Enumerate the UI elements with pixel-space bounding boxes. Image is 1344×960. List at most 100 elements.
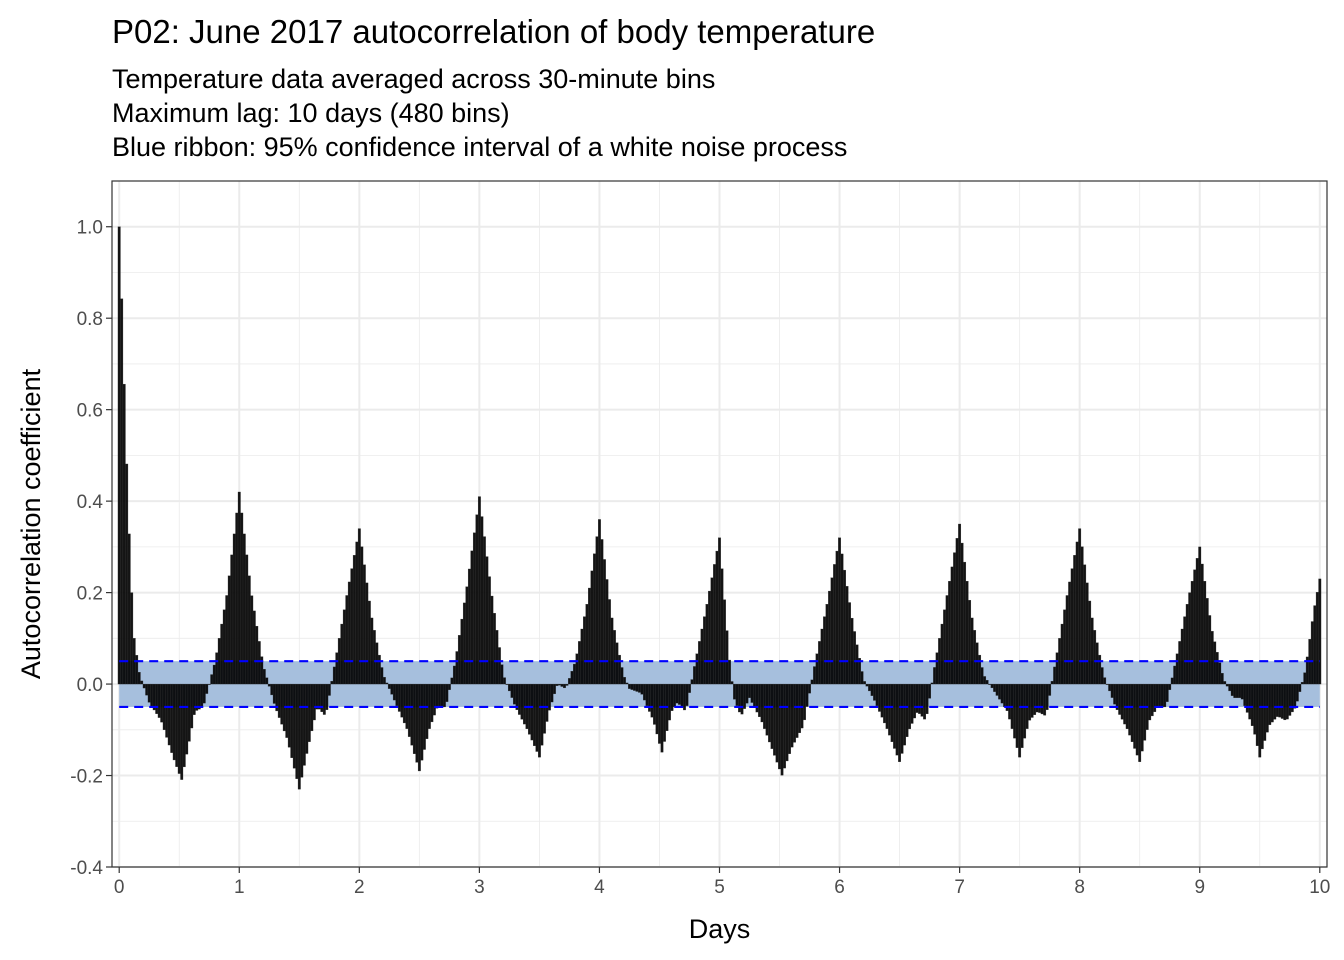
acf-bar <box>327 683 331 696</box>
acf-bar <box>1148 683 1152 721</box>
y-tick-label: -0.2 <box>70 767 103 788</box>
acf-bar <box>210 674 214 685</box>
acf-bar <box>1103 677 1107 685</box>
acf-bar <box>415 683 419 763</box>
acf-bar <box>903 683 906 746</box>
acf-bar <box>387 683 391 689</box>
acf-bar <box>900 683 904 754</box>
acf-bar <box>528 683 531 735</box>
acf-bar <box>1088 600 1092 685</box>
acf-bar <box>793 683 796 743</box>
acf-bar <box>1250 683 1254 726</box>
acf-bar <box>222 609 226 685</box>
y-axis: -0.4 -0.2 0.0 0.2 0.4 0.6 0.8 1.0 <box>70 218 112 879</box>
acf-bar <box>1180 628 1184 685</box>
acf-bar <box>695 653 699 685</box>
acf-bar <box>1173 665 1177 685</box>
acf-bar <box>1220 673 1224 685</box>
acf-bar <box>472 532 476 685</box>
acf-bar <box>808 683 811 694</box>
acf-bar <box>435 683 439 709</box>
acf-bar <box>347 581 351 685</box>
acf-bar <box>1228 683 1232 692</box>
acf-bar <box>600 539 604 685</box>
acf-bar <box>855 644 859 685</box>
acf-bar <box>963 561 967 685</box>
x-tick-label: 10 <box>1309 877 1330 898</box>
acf-bar <box>217 638 221 685</box>
y-tick-label: 0.4 <box>77 492 104 513</box>
acf-bar <box>643 683 646 701</box>
acf-bar <box>693 666 696 685</box>
acf-bar <box>1023 683 1027 739</box>
acf-bar <box>192 683 196 715</box>
acf-bar <box>220 623 224 685</box>
acf-bar <box>1003 683 1007 708</box>
acf-bar <box>1070 568 1074 685</box>
acf-bar <box>578 641 581 685</box>
acf-bar <box>823 616 826 685</box>
acf-bar <box>805 683 809 707</box>
acf-bar <box>1080 546 1084 685</box>
acf-bar <box>1268 683 1272 725</box>
acf-bar <box>457 635 461 685</box>
acf-bar <box>185 683 189 755</box>
acf-bar <box>382 677 386 685</box>
acf-bar <box>835 550 839 685</box>
acf-bar <box>1303 672 1307 685</box>
acf-bar <box>337 638 341 685</box>
acf-bar <box>460 618 464 685</box>
acf-bar <box>710 577 714 685</box>
acf-bar <box>870 683 874 696</box>
acf-bar <box>1093 630 1097 685</box>
acf-bar <box>630 683 634 690</box>
acf-bar <box>1215 652 1219 685</box>
acf-bar <box>880 683 884 718</box>
acf-bar <box>1213 641 1217 685</box>
acf-bar <box>873 683 876 701</box>
acf-bar <box>212 664 216 685</box>
acf-bar <box>1100 667 1104 685</box>
acf-bar <box>277 683 281 718</box>
acf-bar <box>1205 598 1209 685</box>
acf-bar <box>430 683 434 723</box>
acf-bar <box>730 681 734 685</box>
acf-bar <box>1278 683 1282 718</box>
y-tick-label: -0.4 <box>70 858 103 879</box>
acf-bar <box>1258 683 1262 758</box>
acf-bar <box>1095 642 1099 685</box>
acf-bar <box>245 554 249 685</box>
acf-bar <box>1313 605 1317 685</box>
acf-bar <box>377 654 381 685</box>
acf-bar <box>570 671 574 685</box>
acf-bar <box>820 628 824 685</box>
acf-bar <box>1238 683 1242 698</box>
acf-bar <box>345 595 349 685</box>
acf-bar <box>262 669 266 685</box>
acf-bar <box>425 683 429 739</box>
acf-bar <box>905 683 909 737</box>
acf-bar <box>330 681 334 685</box>
acf-bar <box>287 683 291 748</box>
acf-bar <box>215 652 219 685</box>
acf-bar <box>953 552 957 685</box>
acf-bar <box>295 683 299 779</box>
acf-bar <box>973 630 977 685</box>
acf-bar <box>690 679 694 685</box>
acf-bar <box>908 683 911 730</box>
x-axis: 0 1 2 3 4 5 6 7 8 9 10 <box>114 867 1330 898</box>
acf-bar <box>197 683 201 710</box>
acf-bar <box>583 616 586 685</box>
acf-bar <box>845 586 849 685</box>
acf-bar <box>960 542 964 685</box>
acf-bar <box>352 555 356 685</box>
acf-bar <box>978 654 982 685</box>
acf-bar <box>1270 683 1274 723</box>
acf-bar <box>1165 683 1169 702</box>
acf-bar <box>1295 683 1299 702</box>
acf-bar <box>818 641 821 685</box>
acf-bar <box>555 683 559 686</box>
acf-bar <box>1155 683 1159 708</box>
x-tick-label: 8 <box>1074 877 1085 898</box>
acf-bar <box>678 683 681 705</box>
